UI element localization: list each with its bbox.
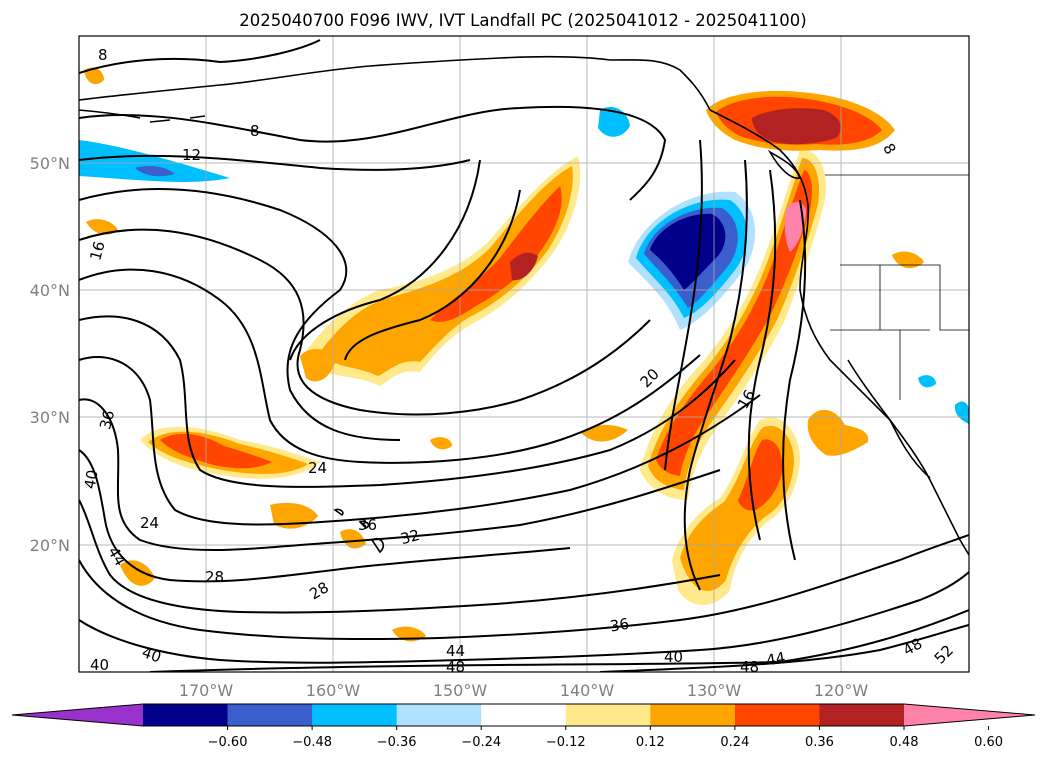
lon-label: 130°W <box>687 681 742 700</box>
colorbar: −0.60 −0.48 −0.36 −0.24 −0.12 0.12 0.24 0.36 0.4… <box>11 703 1036 750</box>
contour-label: 48 <box>740 658 759 676</box>
contour-label: 44 <box>765 649 787 670</box>
blue-region-north-pacific <box>79 140 230 182</box>
contour-label: 36 <box>609 615 631 636</box>
colorbar-tick-label: 0.36 <box>805 735 834 750</box>
colorbar-segment <box>650 704 736 726</box>
lon-label: 150°W <box>433 681 488 700</box>
contour-label: 48 <box>446 658 465 676</box>
contour-label: 40 <box>140 643 164 666</box>
colorbar-segment <box>312 704 398 726</box>
colorbar-segment <box>396 704 482 726</box>
colorbar-tick-label: −0.48 <box>292 735 332 750</box>
contour-label: 40 <box>664 648 683 666</box>
coastlines <box>79 55 969 556</box>
blue-region-gulf-alaska <box>598 106 630 137</box>
contour-label: 40 <box>81 468 102 490</box>
warm-region-north-small <box>84 67 104 85</box>
colorbar-segment <box>819 704 905 726</box>
colorbar-tick-label: 0.60 <box>974 735 1003 750</box>
lon-label: 140°W <box>560 681 615 700</box>
colorbar-segment <box>227 704 313 726</box>
figure-title: 2025040700 F096 IWV, IVT Landfall PC (20… <box>239 11 806 30</box>
coastline-alaska <box>79 55 711 111</box>
colorbar-tick-label: −0.60 <box>208 735 248 750</box>
colorbar-tick-label: −0.12 <box>546 735 586 750</box>
colorbar-segment <box>565 704 651 726</box>
contour-label: 28 <box>205 568 224 586</box>
contour-label: 8 <box>250 122 260 140</box>
map-gridlines <box>79 36 969 672</box>
warm-region-hawaii-south-2 <box>340 529 366 549</box>
coastline-hawaii <box>333 508 385 554</box>
colorbar-segment <box>734 704 820 726</box>
contour-label: 40 <box>90 656 109 674</box>
warm-region-california-interior <box>892 251 924 269</box>
warm-region-mid-pacific-small <box>430 437 452 450</box>
contour-label: 24 <box>140 514 159 532</box>
contour-label: 32 <box>399 526 422 548</box>
warm-region-tropical-west <box>580 425 628 442</box>
warm-region-hawaii-band-core <box>160 433 272 469</box>
latitude-labels: 50°N 40°N 30°N 20°N <box>30 154 70 555</box>
blue-region-offshore-core <box>650 213 726 290</box>
warm-region-british-columbia-core <box>752 108 841 145</box>
political-boundaries <box>825 174 969 400</box>
negative-correlation-regions <box>79 106 969 424</box>
colorbar-extend-min <box>12 704 143 726</box>
blue-region-mexico <box>954 401 969 424</box>
contour-label: 12 <box>182 146 201 164</box>
warm-region-subtropical-core <box>738 439 783 511</box>
warm-region-west-edge <box>86 219 118 235</box>
coastline-aleutians <box>79 109 206 123</box>
contour-label: 44 <box>446 642 465 660</box>
contour-label: 24 <box>308 459 327 477</box>
warm-region-west-small <box>300 349 336 382</box>
colorbar-segment <box>481 704 567 726</box>
coastline-baja <box>847 359 931 479</box>
lat-label: 50°N <box>30 154 70 173</box>
colorbar-tick-label: −0.24 <box>461 735 501 750</box>
contour-label: 36 <box>358 516 377 534</box>
warm-region-central-plume-max <box>510 252 538 281</box>
warm-region-mexico-offshore <box>807 409 869 456</box>
warm-region-central-plume <box>320 166 573 376</box>
lon-label: 120°W <box>814 681 869 700</box>
blue-region-baja <box>918 375 936 388</box>
colorbar-outline <box>11 703 1036 727</box>
contour-label: 36 <box>96 408 118 431</box>
lat-label: 20°N <box>30 536 70 555</box>
lat-label: 30°N <box>30 408 70 427</box>
colorbar-extend-max <box>904 704 1035 726</box>
map-panel: 8 8 12 16 20 16 24 24 28 28 32 36 36 36 … <box>79 36 969 676</box>
colorbar-segment <box>143 704 229 726</box>
contour-label: 16 <box>86 239 108 262</box>
map-frame <box>78 35 970 673</box>
lon-label: 160°W <box>306 681 361 700</box>
blue-region-north-pacific-core <box>135 166 175 177</box>
colorbar-tick-label: 0.24 <box>720 735 749 750</box>
contour-label: 8 <box>98 46 108 64</box>
colorbar-tick-label: 0.12 <box>636 735 665 750</box>
lon-label: 170°W <box>179 681 234 700</box>
longitude-labels: 170°W 160°W 150°W 140°W 130°W 120°W <box>179 681 869 700</box>
warm-region-coastal-pink <box>784 201 806 252</box>
warm-region-far-southwest <box>120 560 155 586</box>
colorbar-tick-label: −0.36 <box>377 735 417 750</box>
coastline-vancouver-island <box>767 149 802 179</box>
colorbar-tick-label: 0.48 <box>890 735 919 750</box>
lat-label: 40°N <box>30 281 70 300</box>
iwv-contours <box>79 39 969 672</box>
